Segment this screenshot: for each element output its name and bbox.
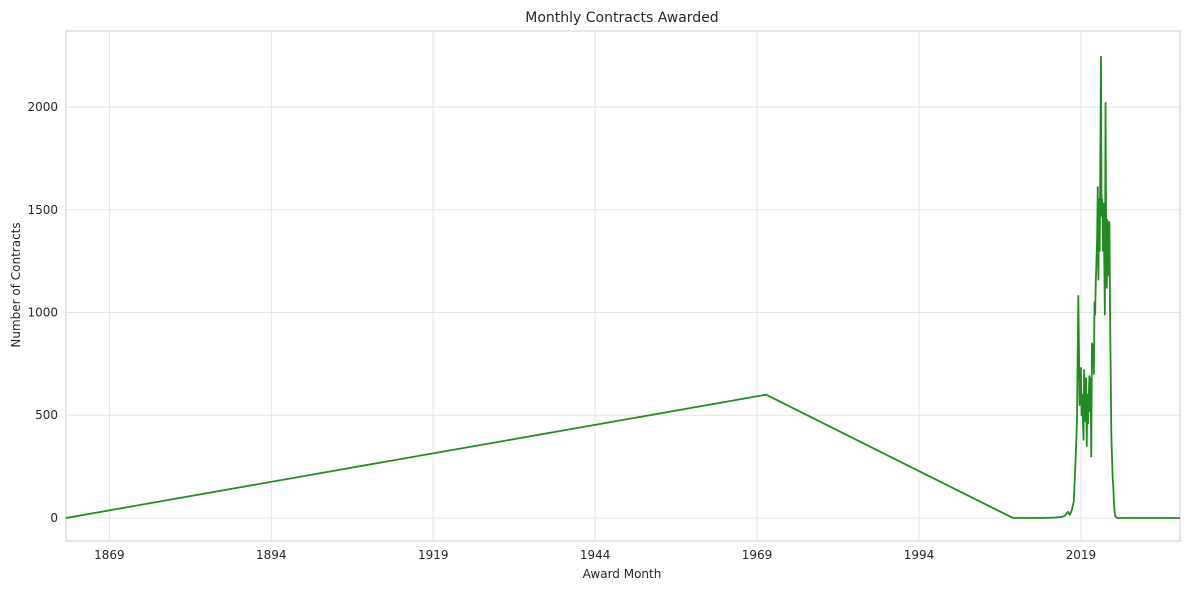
y-axis-label: Number of Contracts xyxy=(9,222,23,347)
x-axis-label: Award Month xyxy=(583,567,662,581)
chart-title: Monthly Contracts Awarded xyxy=(525,10,718,26)
x-tick-label: 1919 xyxy=(418,548,449,562)
plot-frame xyxy=(65,30,1181,542)
y-axis-ticks: 0 500 1000 1500 2000 xyxy=(27,100,58,525)
x-tick-label: 1894 xyxy=(256,548,287,562)
y-tick-label: 1500 xyxy=(27,203,58,217)
y-tick-label: 1000 xyxy=(27,306,58,320)
x-tick-label: 2019 xyxy=(1066,548,1097,562)
y-tick-label: 2000 xyxy=(27,100,58,114)
y-tick-label: 0 xyxy=(50,511,58,525)
x-tick-label: 1944 xyxy=(580,548,611,562)
series-layer xyxy=(65,55,1180,519)
x-axis-ticks: 1869 1894 1919 1944 1969 1994 2019 xyxy=(94,548,1096,562)
y-tick-label: 500 xyxy=(35,408,58,422)
grid-lines xyxy=(66,31,1180,541)
series-line xyxy=(65,55,1180,519)
x-tick-label: 1994 xyxy=(904,548,935,562)
x-tick-label: 1969 xyxy=(742,548,773,562)
x-tick-label: 1869 xyxy=(94,548,125,562)
